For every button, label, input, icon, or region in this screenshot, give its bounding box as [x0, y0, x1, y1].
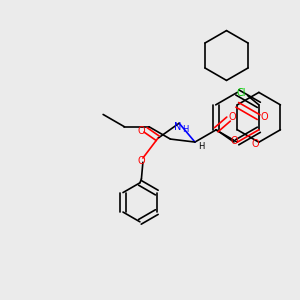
Text: Cl: Cl [237, 88, 246, 98]
Text: O: O [138, 156, 145, 166]
Text: O: O [228, 112, 236, 122]
Text: O: O [137, 126, 145, 136]
Text: O: O [251, 139, 259, 149]
Text: N: N [174, 122, 181, 132]
Text: H: H [182, 125, 188, 134]
Text: H: H [198, 142, 204, 151]
Text: O: O [260, 112, 268, 122]
Text: O: O [230, 136, 238, 146]
